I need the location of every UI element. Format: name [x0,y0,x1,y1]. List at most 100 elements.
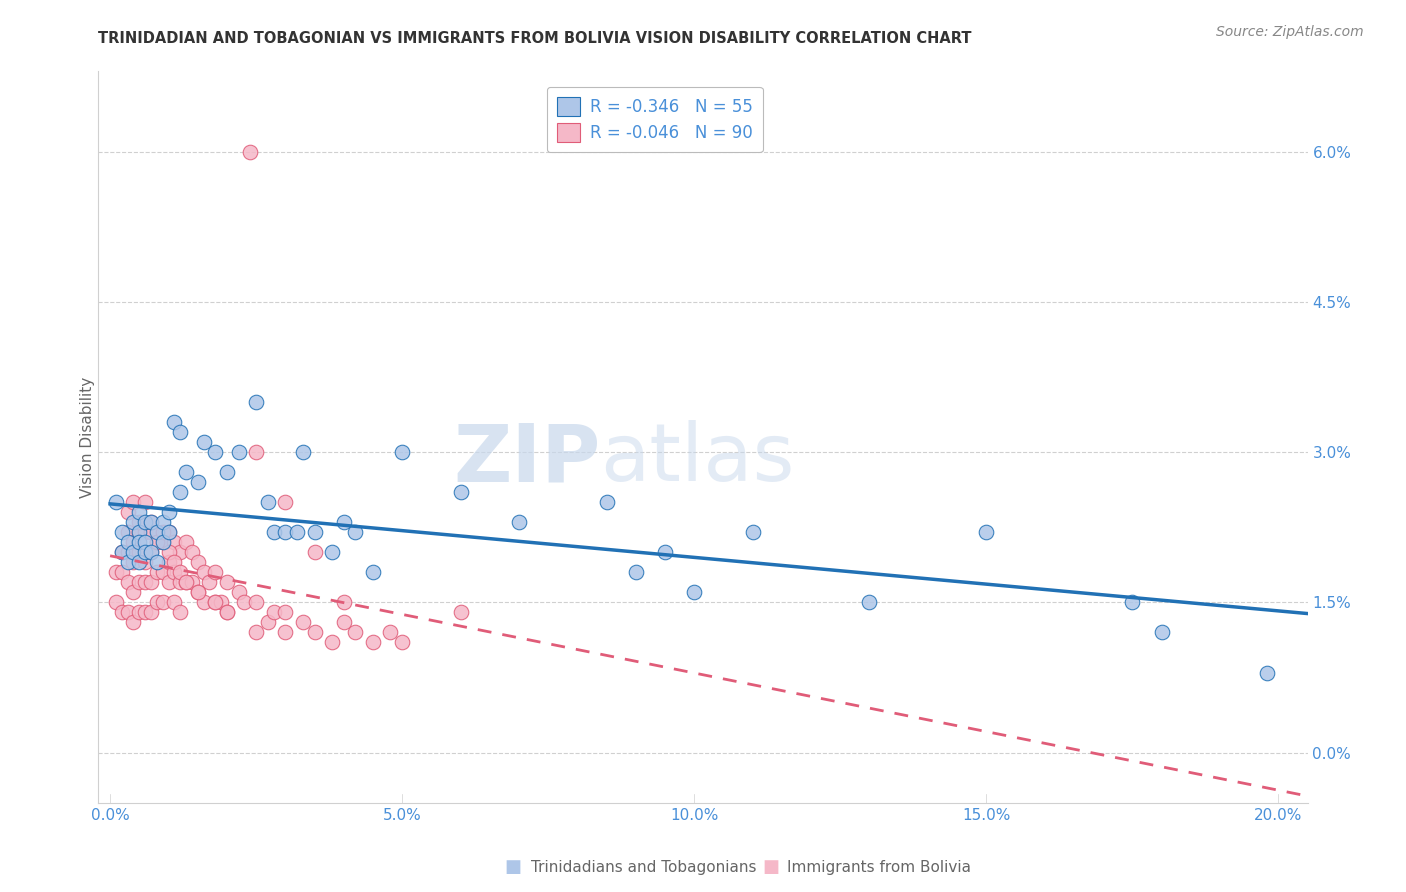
Point [1150,625,1173,640]
Point [263,606,285,620]
Point [193,595,215,609]
Point [104,566,127,580]
Point [344,525,367,540]
Point [152,515,174,529]
Point [139,606,162,620]
Point [274,525,297,540]
Point [741,525,763,540]
Point [304,625,326,640]
Point [163,535,186,549]
Point [683,585,706,599]
Point [858,595,880,609]
Point [163,566,186,580]
Point [134,575,156,590]
Point [111,545,134,559]
Point [344,625,367,640]
Point [180,545,202,559]
Point [128,575,150,590]
Point [128,535,150,549]
Point [152,595,174,609]
Text: atlas: atlas [600,420,794,498]
Point [391,635,413,649]
Point [139,525,162,540]
Point [361,635,384,649]
Point [157,525,180,540]
Point [139,515,162,529]
Point [321,635,343,649]
Point [228,445,250,459]
Point [361,566,384,580]
Point [152,566,174,580]
Point [146,595,169,609]
Point [157,545,180,559]
Point [163,555,186,569]
Point [332,615,354,630]
Point [117,525,139,540]
Point [274,606,297,620]
Point [187,585,209,599]
Point [169,606,191,620]
Point [1256,665,1278,680]
Point [209,595,232,609]
Point [139,545,162,559]
Point [245,445,267,459]
Point [152,535,174,549]
Point [169,566,191,580]
Point [139,545,162,559]
Point [122,615,145,630]
Point [111,525,134,540]
Point [157,525,180,540]
Point [624,566,647,580]
Point [117,555,139,569]
Point [117,535,139,549]
Point [204,595,226,609]
Point [111,566,134,580]
Point [304,525,326,540]
Point [111,545,134,559]
Point [146,555,169,569]
Point [256,495,278,509]
Point [157,575,180,590]
Point [117,545,139,559]
Point [215,575,238,590]
Point [204,566,226,580]
Point [204,445,226,459]
Y-axis label: Vision Disability: Vision Disability [80,376,94,498]
Point [1121,595,1143,609]
Point [508,515,530,529]
Point [174,575,197,590]
Text: Immigrants from Bolivia: Immigrants from Bolivia [787,860,972,874]
Point [169,545,191,559]
Point [193,435,215,450]
Point [228,585,250,599]
Point [134,606,156,620]
Point [245,395,267,409]
Point [380,625,402,640]
Point [163,415,186,429]
Text: ■: ■ [505,858,522,876]
Point [169,485,191,500]
Point [215,465,238,479]
Point [146,535,169,549]
Point [274,495,297,509]
Point [245,625,267,640]
Point [304,545,326,559]
Point [204,595,226,609]
Point [146,566,169,580]
Point [233,595,256,609]
Point [134,535,156,549]
Point [128,505,150,519]
Point [654,545,676,559]
Point [450,606,472,620]
Point [291,445,314,459]
Point [122,585,145,599]
Point [332,515,354,529]
Point [122,535,145,549]
Text: ■: ■ [762,858,779,876]
Legend: R = -0.346   N = 55, R = -0.046   N = 90: R = -0.346 N = 55, R = -0.046 N = 90 [547,87,762,153]
Point [174,575,197,590]
Text: Source: ZipAtlas.com: Source: ZipAtlas.com [1216,25,1364,39]
Point [285,525,308,540]
Point [245,595,267,609]
Point [128,545,150,559]
